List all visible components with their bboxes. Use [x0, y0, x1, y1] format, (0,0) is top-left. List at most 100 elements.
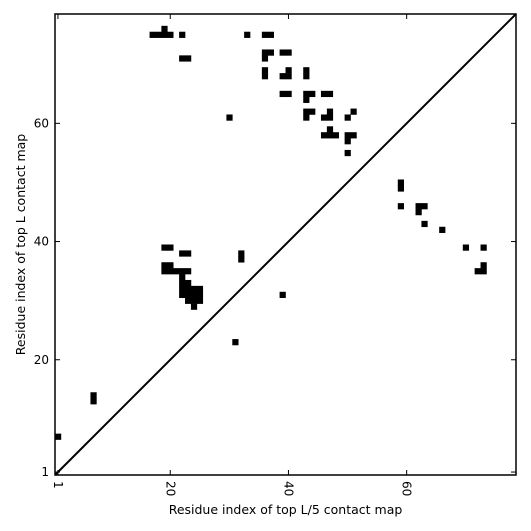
contact-cell-lower	[161, 262, 168, 269]
contact-cell-upper	[415, 209, 422, 216]
contact-cell-lower	[167, 268, 174, 275]
contact-cell-upper	[480, 262, 487, 269]
contact-cell-upper	[462, 244, 470, 251]
contact-cell-lower	[190, 303, 198, 310]
contact-cell-upper	[397, 179, 405, 186]
contact-cell-upper	[279, 90, 286, 98]
x-axis-label: Residue index of top L/5 contact map	[169, 502, 403, 517]
contact-cell-upper	[303, 108, 310, 115]
contact-cell-upper	[344, 138, 351, 145]
y-axis-label: Residue index of top L contact map	[13, 134, 28, 355]
contact-cell-upper	[279, 73, 286, 80]
contact-cell-upper	[344, 114, 351, 121]
contact-cell-lower	[185, 250, 192, 257]
contact-cell-lower	[185, 285, 192, 293]
contact-cells	[55, 25, 487, 440]
contact-cell-upper	[474, 268, 481, 275]
contact-cell-upper	[285, 67, 292, 74]
contact-cell-upper	[415, 203, 422, 210]
y-tick-label: 20	[34, 353, 49, 367]
contact-cell-upper	[344, 132, 351, 139]
contact-cell-upper	[320, 114, 328, 121]
contact-cell-lower	[185, 297, 192, 304]
contact-cell-lower	[161, 244, 168, 251]
contact-cell-upper	[267, 49, 274, 56]
contact-cell-lower	[196, 291, 204, 298]
contact-cell-upper	[303, 96, 310, 103]
contact-cell-upper	[320, 132, 328, 139]
contact-cell-upper	[326, 114, 334, 121]
contact-cell-upper	[421, 203, 428, 210]
contact-cell-upper	[332, 132, 339, 139]
contact-cell-lower	[167, 244, 174, 251]
contact-cell-upper	[285, 49, 292, 56]
x-tick-label: 20	[163, 481, 177, 496]
contact-cell-lower	[190, 297, 198, 304]
contact-cell-upper	[285, 90, 292, 98]
contact-cell-upper	[303, 114, 310, 121]
contact-cell-upper	[161, 31, 168, 38]
contact-cell-upper	[279, 49, 286, 56]
contact-cell-upper	[261, 49, 269, 56]
contact-cell-upper	[439, 226, 446, 233]
contact-cell-lower	[173, 268, 180, 275]
contact-cell-lower	[238, 256, 245, 263]
x-tick-label: 40	[281, 481, 295, 496]
contact-cell-lower	[185, 279, 192, 287]
contact-cell-upper	[344, 149, 351, 157]
contact-cell-lower	[196, 285, 204, 293]
contact-cell-upper	[244, 31, 251, 38]
contact-cell-upper	[149, 31, 156, 38]
contact-cell-lower	[279, 291, 286, 298]
contact-cell-lower	[185, 268, 192, 275]
contact-cell-upper	[179, 55, 186, 62]
x-tick-label: 60	[400, 481, 414, 496]
contact-cell-lower	[179, 285, 186, 293]
contact-cell-upper	[226, 114, 233, 121]
y-tick-label: 60	[34, 116, 49, 130]
contact-cell-upper	[179, 31, 186, 38]
y-tick-label: 40	[34, 235, 49, 249]
contact-cell-upper	[285, 73, 292, 80]
contact-cell-upper	[397, 203, 405, 210]
contact-cell-upper	[350, 108, 357, 115]
contact-cell-upper	[326, 108, 334, 115]
contact-cell-upper	[397, 185, 405, 192]
contact-cell-lower	[196, 297, 204, 304]
contact-cell-lower	[238, 250, 245, 257]
contact-cell-upper	[261, 67, 269, 74]
contact-cell-lower	[179, 268, 186, 275]
y-tick-label: 1	[41, 465, 49, 479]
contact-cell-upper	[480, 244, 487, 251]
contact-cell-lower	[179, 291, 186, 298]
contact-cell-lower	[90, 392, 97, 399]
contact-cell-upper	[261, 55, 269, 62]
contact-cell-lower	[232, 339, 239, 346]
contact-cell-upper	[155, 31, 162, 38]
contact-cell-lower	[190, 285, 198, 293]
contact-cell-upper	[350, 132, 357, 139]
contact-cell-upper	[320, 90, 328, 98]
contact-cell-upper	[326, 132, 334, 139]
plot-frame	[54, 13, 517, 476]
contact-cell-lower	[185, 291, 192, 298]
contact-cell-upper	[309, 90, 316, 98]
x-axis-ticks: 1 20 40 60	[51, 14, 414, 496]
contact-cell-lower	[179, 274, 186, 281]
y-axis-ticks: 1 20 40 60	[34, 116, 516, 479]
contact-cell-upper	[480, 268, 487, 275]
contact-cell-upper	[303, 67, 310, 74]
contact-cell-upper	[303, 73, 310, 80]
contact-cell-lower	[179, 250, 186, 257]
contact-cell-upper	[326, 90, 334, 98]
diagonal-line	[54, 13, 517, 476]
contact-cell-lower	[161, 268, 168, 275]
contact-cell-upper	[267, 31, 274, 38]
contact-cell-lower	[55, 433, 62, 440]
contact-cell-upper	[303, 90, 310, 98]
contact-cell-lower	[179, 279, 186, 287]
contact-cell-upper	[326, 126, 334, 133]
contact-cell-upper	[309, 108, 316, 115]
contact-cell-lower	[90, 398, 97, 405]
